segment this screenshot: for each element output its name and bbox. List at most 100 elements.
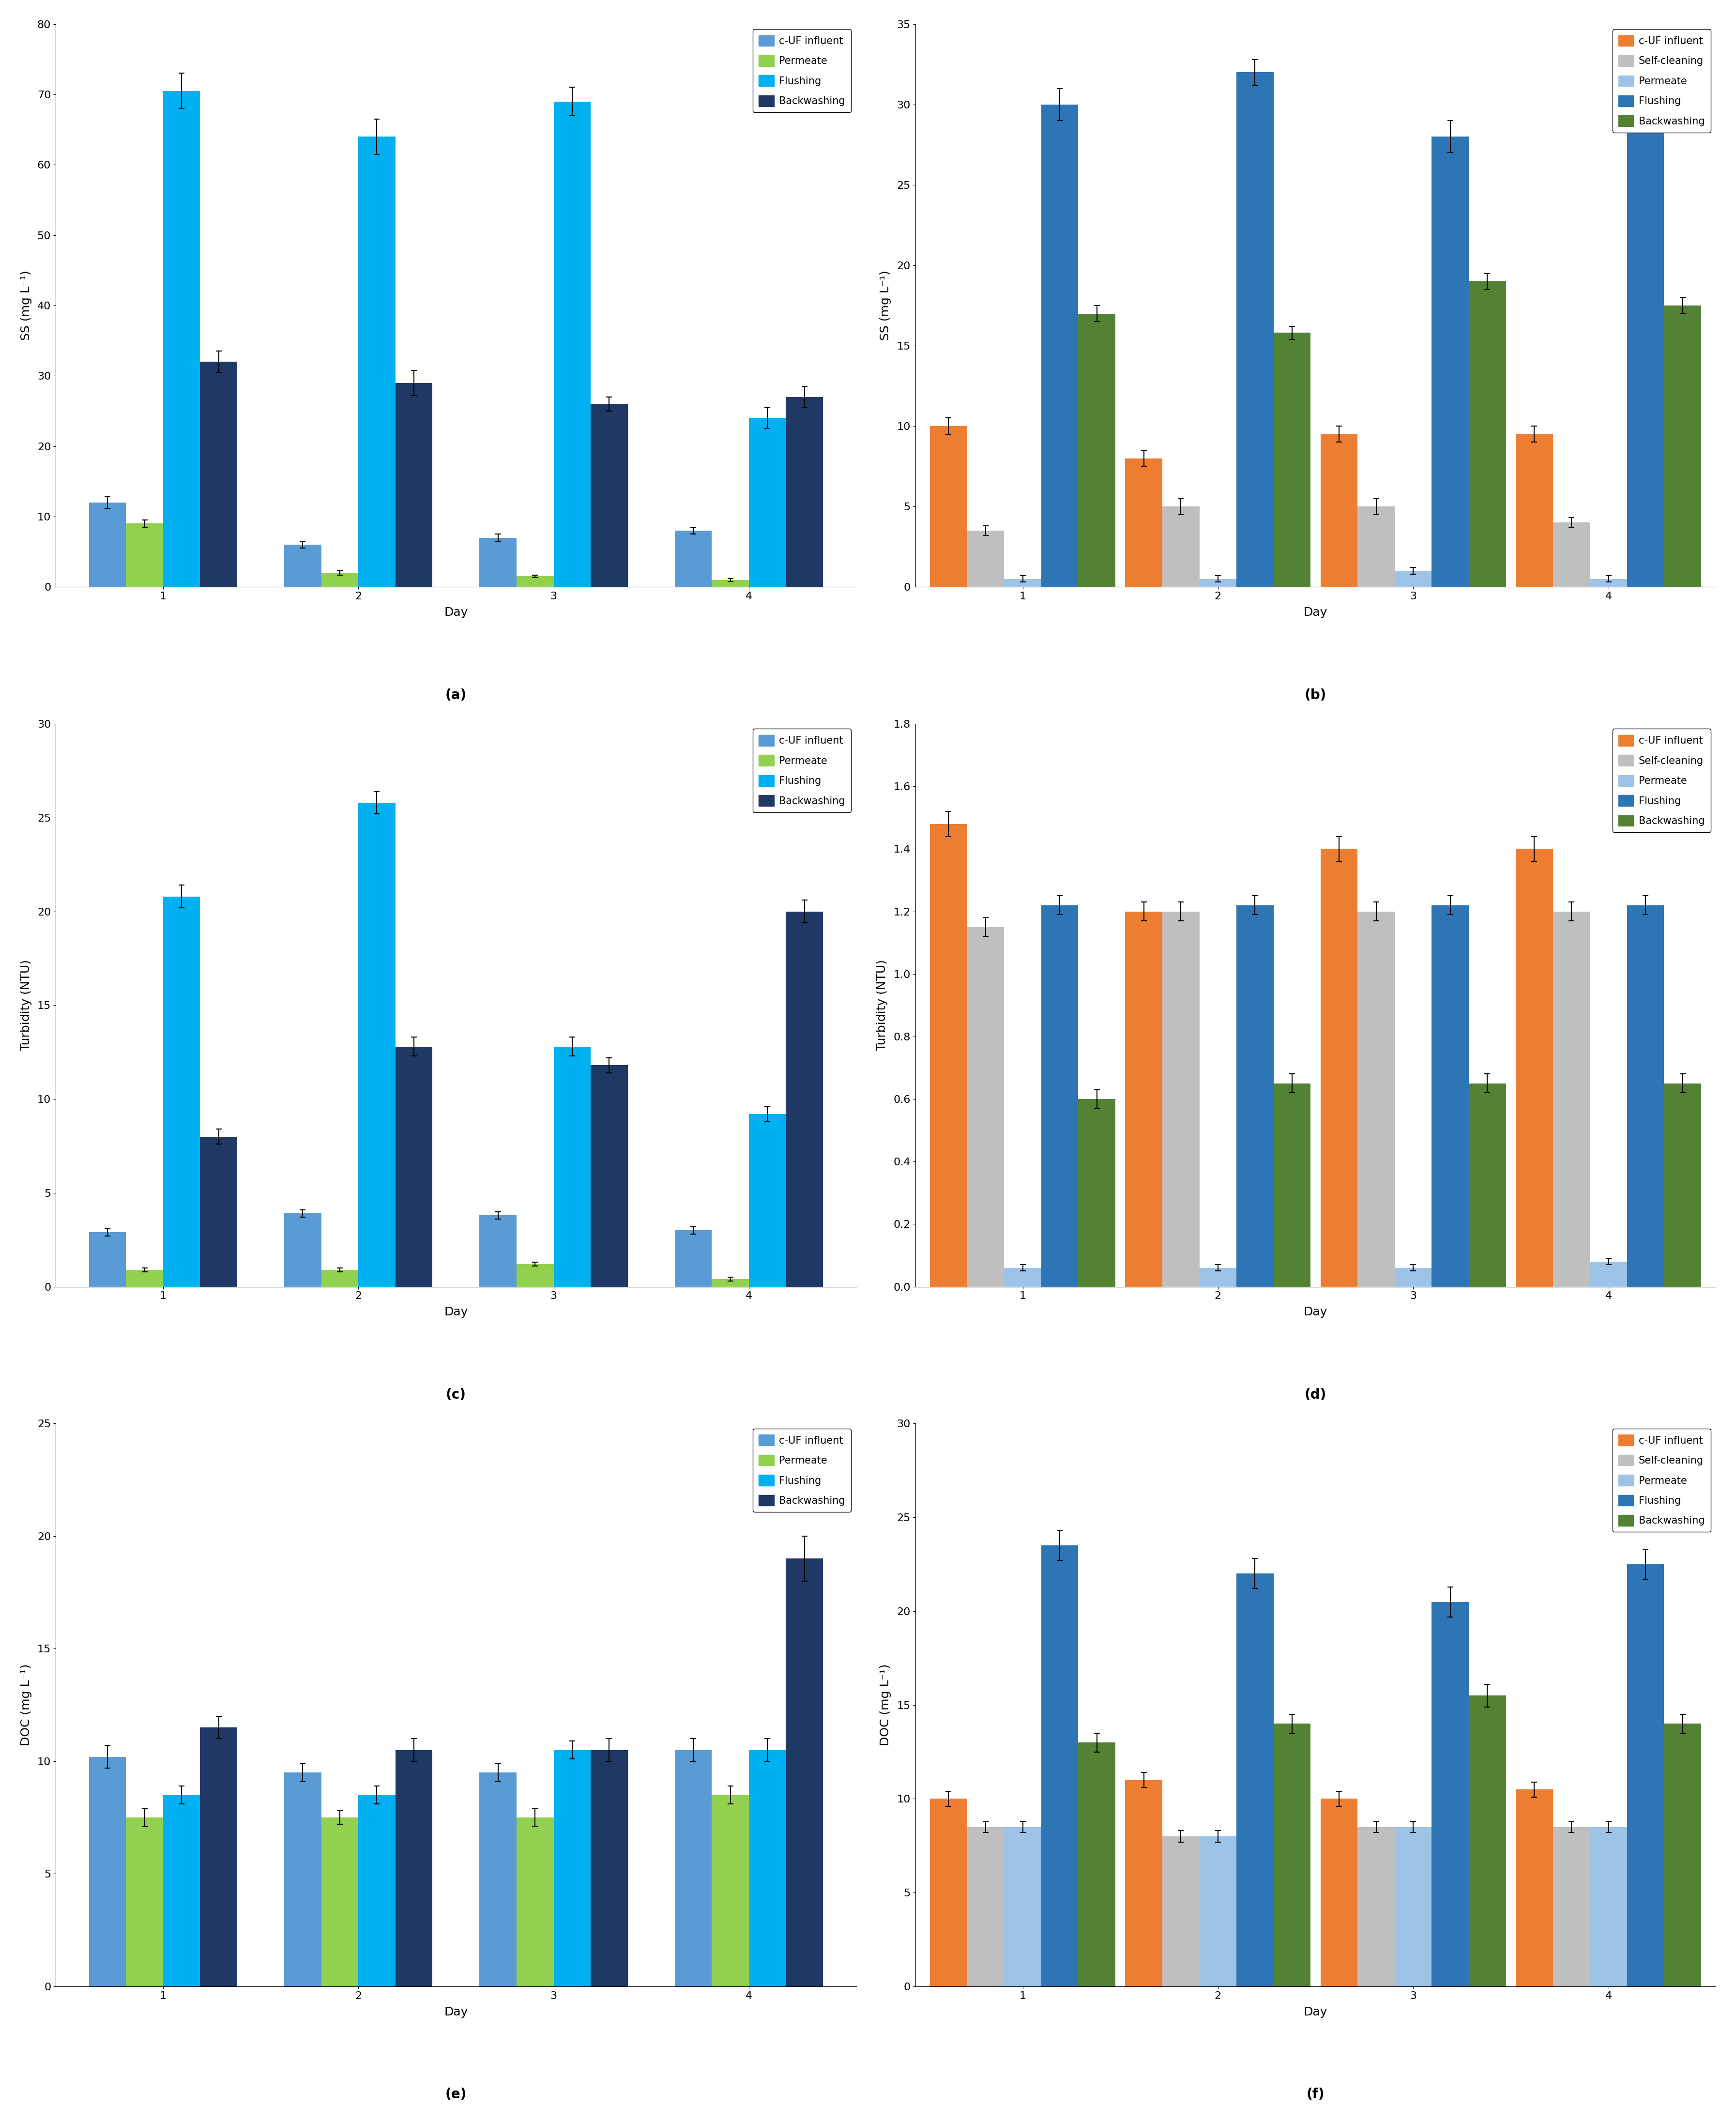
Legend: c-UF influent, Self-cleaning, Permeate, Flushing, Backwashing: c-UF influent, Self-cleaning, Permeate, … [1613, 1428, 1710, 1531]
Text: (e): (e) [444, 2087, 467, 2102]
Bar [127, 524, 163, 588]
X-axis label: Day: Day [444, 2007, 469, 2018]
Text: (b): (b) [1304, 689, 1326, 701]
Bar [675, 531, 712, 588]
Legend: c-UF influent, Permeate, Flushing, Backwashing: c-UF influent, Permeate, Flushing, Backw… [753, 729, 851, 813]
Bar [1358, 912, 1394, 1287]
Bar [479, 1773, 517, 1986]
Bar [786, 912, 823, 1287]
X-axis label: Day: Day [1304, 2007, 1328, 2018]
Bar [1236, 1573, 1274, 1986]
Bar [1590, 1261, 1627, 1287]
Bar [786, 396, 823, 588]
Bar [930, 425, 967, 588]
Bar [1200, 1268, 1236, 1287]
Bar [1163, 912, 1200, 1287]
Bar [1552, 1826, 1590, 1986]
Bar [786, 1558, 823, 1986]
X-axis label: Day: Day [1304, 607, 1328, 619]
Y-axis label: Turbidity (NTU): Turbidity (NTU) [877, 960, 889, 1051]
Bar [675, 1230, 712, 1287]
Bar [358, 802, 396, 1287]
Bar [1003, 1826, 1042, 1986]
Legend: c-UF influent, Self-cleaning, Permeate, Flushing, Backwashing: c-UF influent, Self-cleaning, Permeate, … [1613, 29, 1710, 133]
Legend: c-UF influent, Permeate, Flushing, Backwashing: c-UF influent, Permeate, Flushing, Backw… [753, 29, 851, 112]
Bar [1321, 849, 1358, 1287]
Bar [1590, 579, 1627, 588]
Bar [1003, 579, 1042, 588]
Text: (f): (f) [1307, 2087, 1325, 2102]
Bar [1552, 522, 1590, 588]
Y-axis label: DOC (mg L⁻¹): DOC (mg L⁻¹) [21, 1664, 31, 1746]
Bar [1274, 333, 1311, 588]
Bar [358, 137, 396, 588]
Bar [1321, 434, 1358, 588]
Bar [285, 545, 321, 588]
Bar [1627, 1565, 1665, 1986]
Bar [163, 897, 200, 1287]
Bar [396, 1047, 432, 1287]
Bar [200, 1137, 238, 1287]
X-axis label: Day: Day [444, 1306, 469, 1318]
Bar [1358, 1826, 1394, 1986]
Bar [1078, 1099, 1116, 1287]
Bar [1516, 849, 1552, 1287]
Bar [748, 1750, 786, 1986]
Bar [1665, 1082, 1701, 1287]
Bar [1163, 508, 1200, 588]
Bar [712, 1278, 748, 1287]
Bar [200, 362, 238, 588]
Bar [1274, 1723, 1311, 1986]
Text: (a): (a) [444, 689, 467, 701]
Bar [89, 503, 127, 588]
Text: (c): (c) [446, 1388, 465, 1400]
Bar [321, 1270, 358, 1287]
Bar [930, 823, 967, 1287]
Bar [1432, 137, 1469, 588]
Bar [127, 1270, 163, 1287]
Bar [1125, 459, 1163, 588]
Bar [517, 1817, 554, 1986]
X-axis label: Day: Day [444, 607, 469, 619]
Bar [1469, 1695, 1505, 1986]
Y-axis label: Turbidity (NTU): Turbidity (NTU) [21, 960, 31, 1051]
Bar [1236, 72, 1274, 588]
Bar [1125, 912, 1163, 1287]
Bar [967, 927, 1003, 1287]
Bar [930, 1799, 967, 1986]
Bar [517, 1264, 554, 1287]
Bar [967, 531, 1003, 588]
Bar [1200, 579, 1236, 588]
Bar [1469, 282, 1505, 588]
Bar [590, 404, 628, 588]
Bar [1078, 1742, 1116, 1986]
Bar [1042, 906, 1078, 1287]
Bar [554, 1047, 590, 1287]
Bar [396, 1750, 432, 1986]
Bar [479, 1215, 517, 1287]
Bar [1627, 105, 1665, 588]
Bar [89, 1232, 127, 1287]
Bar [285, 1773, 321, 1986]
Y-axis label: SS (mg L⁻¹): SS (mg L⁻¹) [880, 270, 892, 341]
Bar [675, 1750, 712, 1986]
Bar [1516, 1790, 1552, 1986]
Legend: c-UF influent, Self-cleaning, Permeate, Flushing, Backwashing: c-UF influent, Self-cleaning, Permeate, … [1613, 729, 1710, 832]
Bar [1358, 508, 1394, 588]
Bar [285, 1213, 321, 1287]
Bar [1125, 1780, 1163, 1986]
Bar [712, 1794, 748, 1986]
Bar [1432, 1603, 1469, 1986]
Bar [1394, 571, 1432, 588]
Bar [712, 579, 748, 588]
Bar [1665, 1723, 1701, 1986]
Bar [127, 1817, 163, 1986]
Bar [1432, 906, 1469, 1287]
Bar [1321, 1799, 1358, 1986]
Bar [1590, 1826, 1627, 1986]
Bar [1394, 1826, 1432, 1986]
X-axis label: Day: Day [1304, 1306, 1328, 1318]
Bar [517, 577, 554, 588]
Text: (d): (d) [1304, 1388, 1326, 1400]
Bar [748, 419, 786, 588]
